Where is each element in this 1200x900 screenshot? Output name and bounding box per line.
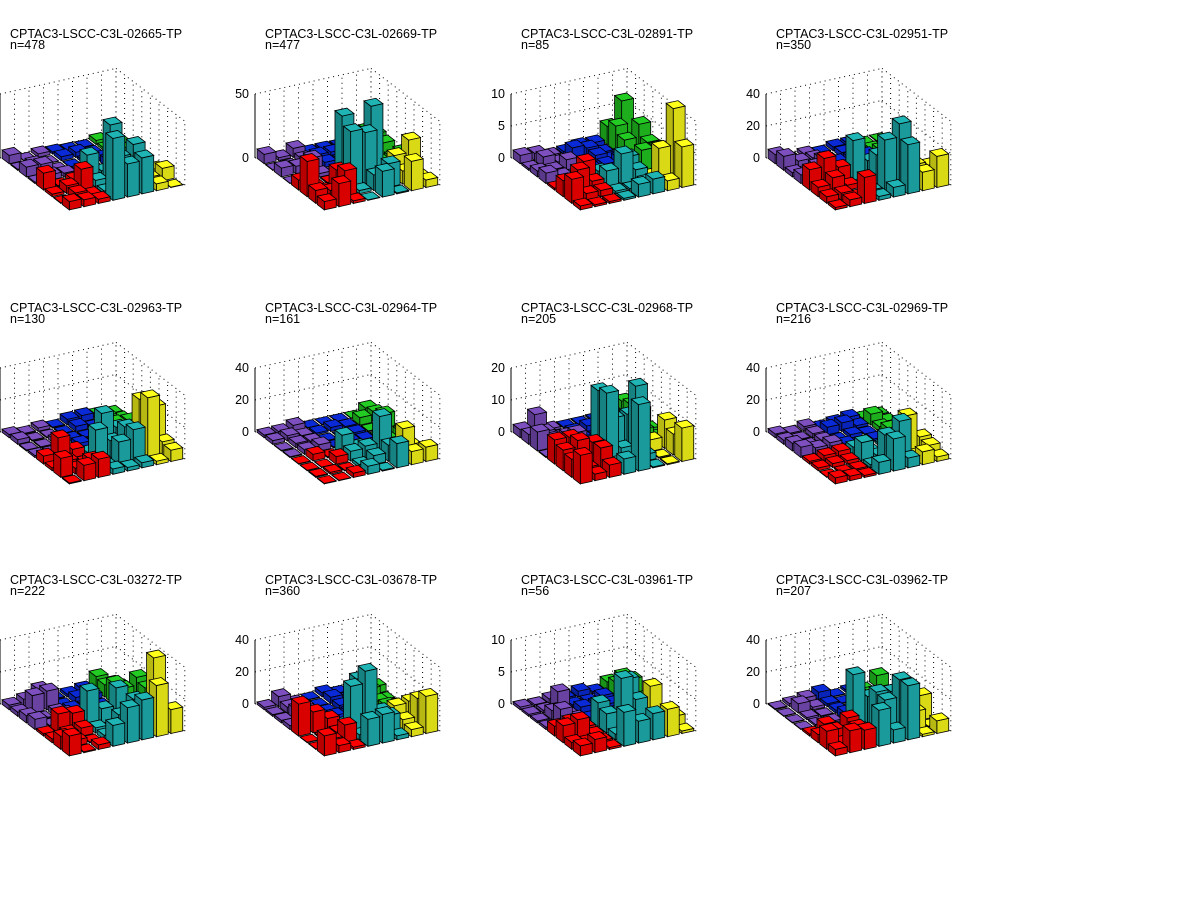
chart-panel: CPTAC3-LSCC-C3L-03678-TP n=360 0 20 40: [235, 573, 515, 814]
bars: [1, 649, 184, 757]
z-tick-label: 0: [753, 151, 760, 165]
z-tick-label: 40: [235, 361, 249, 375]
z-tick-label: 50: [235, 87, 249, 101]
z-tick-label: 10: [491, 633, 505, 647]
z-tick-label: 40: [235, 633, 249, 647]
sample-count-label: n=360: [265, 584, 301, 598]
axis-grid: [765, 341, 952, 460]
bar3d-plot: [0, 341, 186, 485]
bars: [767, 405, 950, 485]
bar3d-plot: [510, 341, 697, 485]
z-tick-label: 0: [753, 425, 760, 439]
chart-panel: CPTAC3-LSCC-C3L-02969-TP n=216 0 20 40: [746, 301, 1026, 542]
chart-panel: CPTAC3-LSCC-C3L-02891-TP n=85 0 5 10: [491, 27, 771, 268]
z-tick-label: 20: [235, 665, 249, 679]
chart-panel: CPTAC3-LSCC-C3L-03962-TP n=207 0 20 40: [746, 573, 1026, 814]
bars: [767, 666, 950, 757]
bar3d-plot: [765, 67, 952, 211]
z-tick-label: 0: [498, 151, 505, 165]
bar3d-plot: [254, 341, 441, 485]
bar3d-plot: [765, 341, 952, 485]
bars: [256, 97, 439, 211]
bars: [512, 92, 695, 211]
bar3d-plot: [254, 67, 441, 211]
z-tick-label: 0: [242, 151, 249, 165]
z-tick-label: 5: [498, 119, 505, 133]
sample-count-label: n=85: [521, 38, 550, 52]
chart-title: CPTAC3-LSCC-C3L-02964-TP: [265, 301, 438, 315]
sample-count-label: n=161: [265, 312, 301, 326]
chart-title: CPTAC3-LSCC-C3L-02951-TP: [776, 27, 949, 41]
z-tick-label: 0: [242, 425, 249, 439]
chart-panel: CPTAC3-LSCC-C3L-02968-TP n=205 0 10 20: [491, 301, 771, 542]
z-tick-label: 40: [746, 87, 760, 101]
bar3d-plot: [254, 613, 441, 757]
z-tick-label: 20: [746, 119, 760, 133]
chart-panel: CPTAC3-LSCC-C3L-02669-TP n=477 0 50: [235, 27, 515, 268]
z-tick-label: 0: [498, 425, 505, 439]
chart-panel: CPTAC3-LSCC-C3L-02951-TP n=350 0 20 40: [746, 27, 1026, 268]
sample-count-label: n=477: [265, 38, 301, 52]
bar3d-plot: [510, 67, 697, 211]
chart-title: CPTAC3-LSCC-C3L-02963-TP: [10, 301, 183, 315]
chart-panel: CPTAC3-LSCC-C3L-02963-TPn=13001020: [0, 302, 260, 542]
bars: [512, 667, 695, 757]
chart-panel: CPTAC3-LSCC-C3L-03272-TPn=22201020: [0, 574, 260, 814]
chart-panel: CPTAC3-LSCC-C3L-02964-TP n=161 0 20 40: [235, 301, 515, 542]
chart-title: CPTAC3-LSCC-C3L-02968-TP: [521, 301, 694, 315]
z-tick-label: 0: [753, 697, 760, 711]
bar3d-plot: [0, 613, 186, 757]
chart-title: CPTAC3-LSCC-C3L-02669-TP: [265, 27, 438, 41]
chart-title: CPTAC3-LSCC-C3L-02891-TP: [521, 27, 694, 41]
sample-count-label: n=207: [776, 584, 812, 598]
chart-panel: CPTAC3-LSCC-C3L-03961-TP n=56 0 5 10: [491, 573, 771, 814]
bars: [256, 399, 439, 485]
z-tick-label: 20: [491, 361, 505, 375]
sample-count-label: n=56: [521, 584, 550, 598]
z-tick-label: 20: [746, 393, 760, 407]
chart-title: CPTAC3-LSCC-C3L-02969-TP: [776, 301, 949, 315]
z-tick-label: 10: [491, 393, 505, 407]
bars: [512, 377, 695, 485]
z-tick-label: 0: [242, 697, 249, 711]
bars: [1, 389, 184, 485]
chart-panel: CPTAC3-LSCC-C3L-02665-TPn=478 0 50: [0, 28, 260, 268]
chart-title: CPTAC3-LSCC-C3L-03962-TP: [776, 573, 949, 587]
chart-title: CPTAC3-LSCC-C3L-03678-TP: [265, 573, 438, 587]
chart-title: CPTAC3-LSCC-C3L-02665-TP: [10, 27, 183, 41]
z-tick-label: 5: [498, 665, 505, 679]
sample-count-label: n=350: [776, 38, 812, 52]
sample-count-label: n=205: [521, 312, 557, 326]
sample-count-label: n=478: [10, 38, 46, 52]
z-tick-label: 40: [746, 361, 760, 375]
bar3d-plot: [0, 67, 186, 211]
sample-count-label: n=130: [10, 312, 46, 326]
bar3d-plot: [765, 613, 952, 757]
bars: [1, 116, 184, 211]
chart-title: CPTAC3-LSCC-C3L-03272-TP: [10, 573, 183, 587]
z-tick-label: 20: [746, 665, 760, 679]
z-tick-label: 10: [491, 87, 505, 101]
z-tick-label: 0: [498, 697, 505, 711]
sample-count-label: n=222: [10, 584, 46, 598]
z-tick-label: 40: [746, 633, 760, 647]
bars: [256, 662, 439, 757]
sample-count-label: n=216: [776, 312, 812, 326]
chart-title: CPTAC3-LSCC-C3L-03961-TP: [521, 573, 694, 587]
bars: [767, 115, 950, 211]
z-tick-label: 20: [235, 393, 249, 407]
bar3d-plot: [510, 613, 697, 757]
